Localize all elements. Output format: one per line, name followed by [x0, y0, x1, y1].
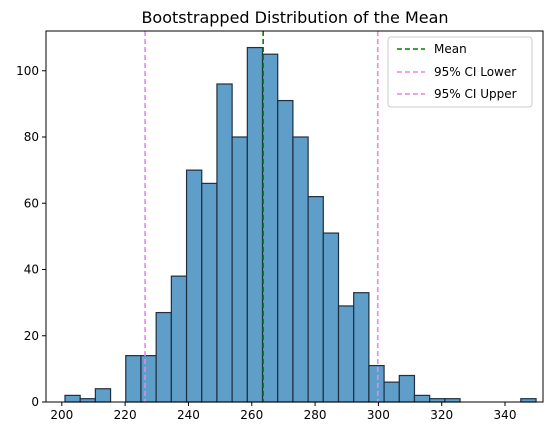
histogram-bar: [64, 394, 81, 403]
histogram-bar: [231, 136, 248, 403]
plot-frame: [45, 30, 544, 403]
legend-label-ci-lower: 95% CI Lower: [434, 65, 516, 79]
histogram-bar: [94, 388, 112, 403]
x-tick-label: 340: [494, 408, 517, 422]
histogram-bar: [292, 136, 309, 403]
legend-label-ci-upper: 95% CI Upper: [434, 87, 517, 101]
histogram-bar: [216, 83, 233, 403]
x-tick-label: 280: [304, 408, 327, 422]
y-axis: 0 20 40 60 80 100: [16, 64, 46, 409]
y-tick-label: 40: [24, 263, 39, 277]
chart-title: Bootstrapped Distribution of the Mean: [141, 8, 448, 27]
histogram-bar: [185, 169, 203, 403]
x-axis: 200 220 240 260 280 300 320 340: [50, 402, 516, 422]
y-tick-label: 20: [24, 329, 39, 343]
x-tick-label: 320: [430, 408, 453, 422]
y-tick-label: 80: [24, 130, 39, 144]
histogram-bars: [64, 46, 537, 403]
histogram-bar: [170, 275, 188, 403]
histogram-bar: [413, 394, 431, 403]
histogram-bar: [383, 381, 400, 403]
reference-lines: [144, 31, 379, 402]
x-tick-label: 300: [367, 408, 390, 422]
histogram-bar: [261, 53, 279, 403]
histogram-bar: [353, 292, 370, 403]
histogram-bar: [398, 374, 416, 403]
x-tick-label: 260: [240, 408, 263, 422]
x-tick-label: 240: [177, 408, 200, 422]
histogram-bar: [277, 99, 294, 403]
y-tick-label: 60: [24, 196, 39, 210]
legend-box: [387, 36, 533, 108]
x-tick-label: 200: [50, 408, 73, 422]
y-tick-label: 0: [31, 395, 39, 409]
legend-label-mean: Mean: [434, 42, 467, 56]
x-tick-label: 220: [114, 408, 137, 422]
histogram-bar: [125, 355, 142, 403]
legend: Mean 95% CI Lower 95% CI Upper: [387, 36, 533, 108]
histogram-bar: [246, 46, 264, 403]
histogram-bar: [368, 364, 385, 403]
histogram-bar: [307, 196, 324, 403]
histogram-bar: [155, 311, 172, 403]
histogram-bar: [201, 182, 218, 403]
histogram-bar: [337, 305, 355, 403]
y-tick-label: 100: [16, 64, 39, 78]
histogram-bar: [140, 355, 157, 403]
histogram-bar: [322, 232, 340, 403]
